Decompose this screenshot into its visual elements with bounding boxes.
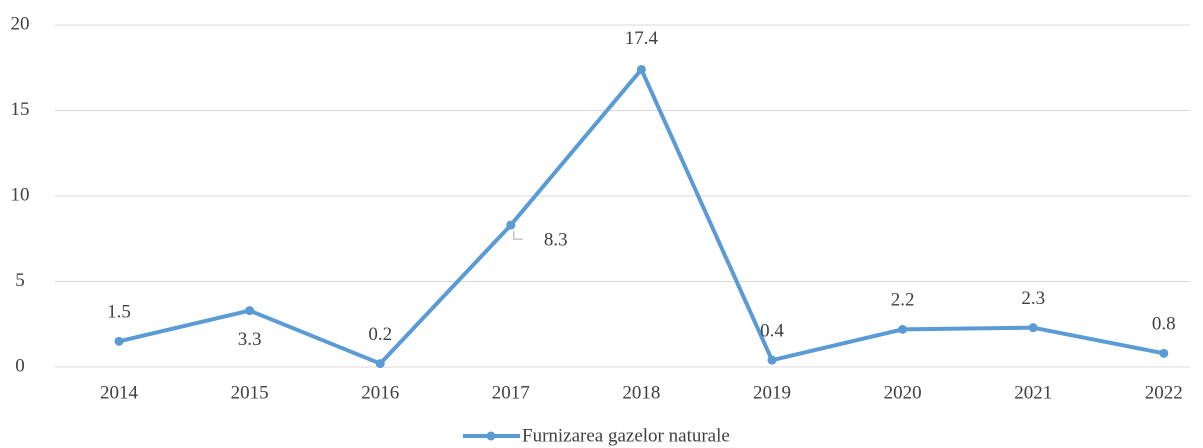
data-label: 8.3	[544, 229, 568, 250]
data-label: 1.5	[107, 302, 131, 323]
x-tick-label: 2015	[231, 382, 269, 403]
x-tick-label: 2022	[1145, 382, 1183, 403]
marker	[114, 336, 124, 346]
x-tick-label: 2018	[622, 382, 660, 403]
legend-label: Furnizarea gazelor naturale	[522, 425, 730, 446]
data-label: 17.4	[625, 28, 659, 49]
y-tick-label: 20	[11, 13, 30, 34]
data-label: 0.2	[368, 324, 392, 345]
data-label: 2.3	[1021, 288, 1045, 309]
marker	[245, 306, 255, 316]
data-label: 0.4	[760, 321, 784, 342]
line	[118, 67, 1165, 366]
marker	[1028, 323, 1038, 333]
y-tick-label: 10	[11, 184, 30, 205]
data-label: 0.8	[1152, 314, 1176, 335]
x-tick-label: 2017	[492, 382, 530, 403]
y-tick-label: 0	[15, 355, 25, 376]
marker	[506, 220, 516, 230]
marker	[636, 64, 646, 74]
marker	[898, 324, 908, 334]
data-label: 3.3	[238, 329, 262, 350]
x-tick-label: 2019	[753, 382, 791, 403]
marker	[1159, 348, 1169, 358]
data-label: 2.2	[891, 290, 915, 311]
y-tick-label: 5	[15, 270, 25, 291]
x-tick-label: 2014	[100, 382, 139, 403]
x-tick-label: 2016	[361, 382, 399, 403]
y-tick-label: 15	[11, 99, 30, 120]
x-tick-label: 2021	[1014, 382, 1052, 403]
legend-marker	[486, 431, 496, 441]
marker	[767, 355, 777, 365]
marker	[375, 359, 385, 369]
leader-line	[513, 231, 523, 240]
x-tick-label: 2020	[884, 382, 922, 403]
